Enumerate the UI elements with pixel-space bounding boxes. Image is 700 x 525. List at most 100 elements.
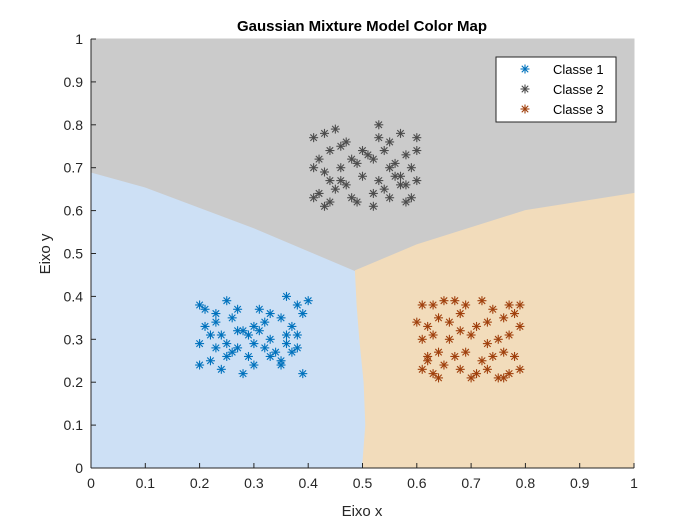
y-tick-label: 0.6 — [64, 203, 84, 219]
data-point — [444, 334, 454, 344]
y-tick-label: 0.9 — [64, 74, 84, 90]
data-point — [352, 197, 362, 207]
data-point — [385, 163, 395, 173]
data-point — [390, 158, 400, 168]
data-point — [482, 364, 492, 374]
y-tick-label: 0.7 — [64, 160, 84, 176]
data-point — [423, 321, 433, 331]
data-point — [401, 197, 411, 207]
data-point — [265, 309, 275, 319]
data-point — [292, 343, 302, 353]
data-point — [455, 364, 465, 374]
data-point — [319, 128, 329, 138]
legend-marker — [520, 64, 530, 74]
data-point — [341, 137, 351, 147]
x-tick-label: 0.2 — [190, 475, 210, 491]
data-point — [396, 180, 406, 190]
data-point — [309, 163, 319, 173]
data-point — [401, 180, 411, 190]
data-point — [412, 146, 422, 156]
data-point — [401, 150, 411, 160]
data-point — [515, 364, 525, 374]
data-point — [504, 369, 514, 379]
data-point — [195, 300, 205, 310]
data-point — [374, 176, 384, 186]
data-point — [488, 304, 498, 314]
data-point — [330, 124, 340, 134]
data-point — [325, 146, 335, 156]
data-point — [254, 304, 264, 314]
data-point — [216, 364, 226, 374]
data-point — [298, 309, 308, 319]
data-point — [450, 296, 460, 306]
data-point — [515, 321, 525, 331]
data-point — [222, 296, 232, 306]
y-tick-label: 0.1 — [64, 417, 84, 433]
data-point — [477, 356, 487, 366]
y-tick-label: 0.2 — [64, 374, 84, 390]
data-point — [243, 330, 253, 340]
data-point — [406, 163, 416, 173]
data-point — [358, 146, 367, 156]
legend-item: Classe 2 — [520, 82, 604, 97]
data-point — [249, 339, 259, 349]
data-point — [287, 347, 297, 357]
y-tick-label: 0.3 — [64, 331, 84, 347]
data-point — [455, 309, 465, 319]
data-point — [482, 339, 492, 349]
data-point — [325, 197, 335, 207]
data-point — [455, 326, 465, 336]
data-point — [260, 343, 270, 353]
data-point — [254, 326, 264, 336]
data-point — [303, 296, 313, 306]
data-point — [439, 296, 449, 306]
data-point — [368, 188, 378, 198]
data-point — [493, 334, 503, 344]
data-point — [238, 369, 248, 379]
data-point — [434, 373, 444, 383]
x-tick-label: 0.6 — [407, 475, 427, 491]
x-tick-label: 0.4 — [298, 475, 318, 491]
data-point — [428, 369, 438, 379]
data-point — [385, 193, 395, 203]
x-tick-label: 0.7 — [461, 475, 481, 491]
data-point — [499, 313, 509, 323]
data-point — [260, 317, 270, 327]
data-point — [281, 291, 291, 301]
data-point — [227, 347, 237, 357]
data-point — [205, 330, 215, 340]
data-point — [222, 339, 232, 349]
data-point — [222, 351, 232, 361]
data-point — [428, 300, 438, 310]
data-point — [347, 193, 357, 203]
legend-item: Classe 1 — [520, 62, 604, 77]
data-point — [200, 304, 210, 314]
legend: Classe 1 Classe 2 Classe 3 — [495, 56, 617, 123]
data-point — [325, 176, 335, 186]
data-point — [336, 163, 346, 173]
series-1 — [195, 291, 313, 379]
data-point — [368, 201, 378, 211]
data-point — [423, 356, 433, 366]
y-tick-label: 1 — [75, 31, 83, 47]
y-tick-label: 0.8 — [64, 117, 84, 133]
data-point — [319, 201, 329, 211]
data-point — [461, 347, 471, 357]
data-point — [211, 343, 221, 353]
data-point — [412, 317, 422, 327]
data-point — [472, 321, 482, 331]
chart-title: Gaussian Mixture Model Color Map — [237, 18, 487, 35]
data-point — [368, 154, 378, 164]
data-point — [504, 300, 514, 310]
x-tick-label: 0.8 — [516, 475, 536, 491]
data-point — [434, 347, 444, 357]
data-point — [396, 128, 406, 138]
data-point — [358, 171, 367, 181]
data-point — [352, 158, 362, 168]
region-3 — [354, 192, 635, 469]
data-point — [233, 343, 243, 353]
data-point — [309, 193, 319, 203]
data-point — [466, 373, 476, 383]
x-tick-label: 0.1 — [136, 475, 156, 491]
